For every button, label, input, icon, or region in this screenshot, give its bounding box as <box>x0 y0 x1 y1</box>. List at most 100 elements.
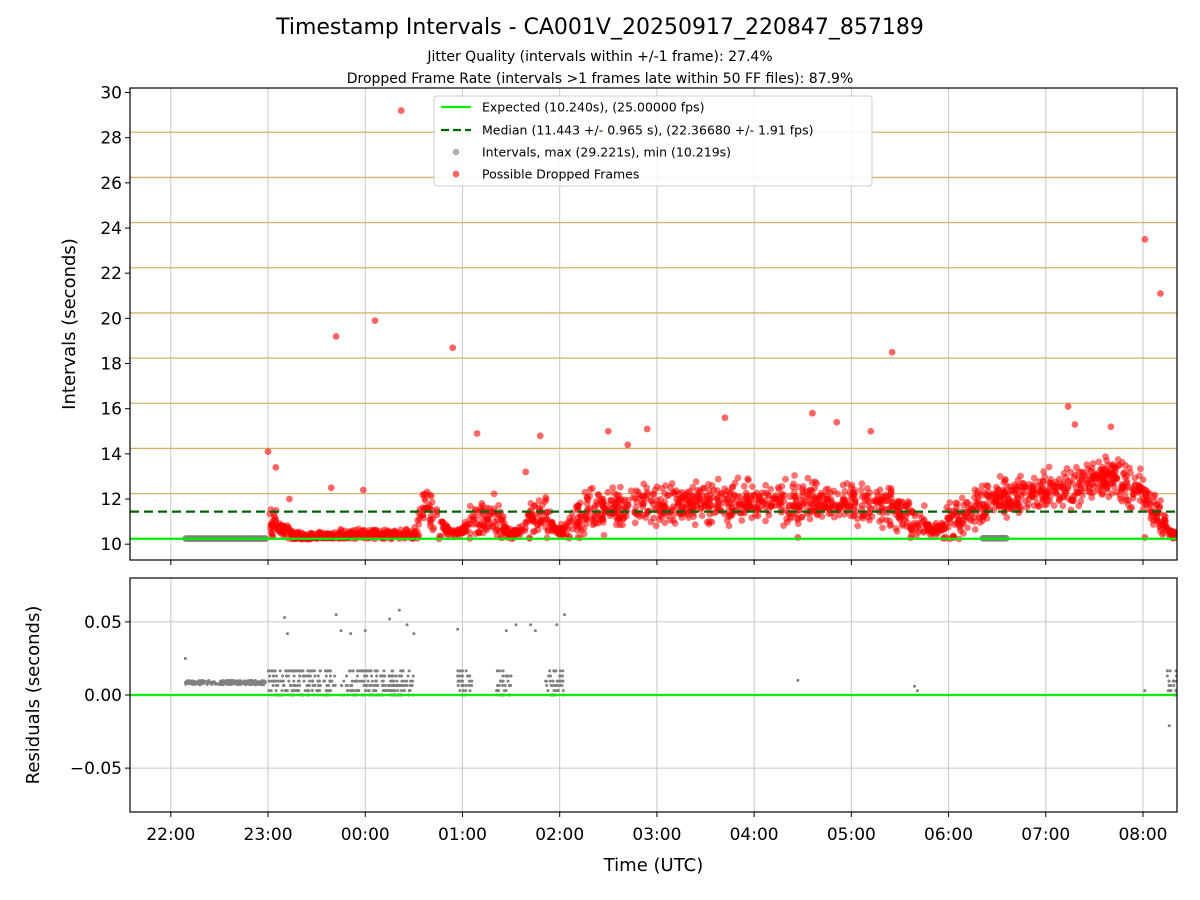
dropped-frame-point <box>466 502 474 510</box>
residual-point <box>318 683 322 687</box>
residual-point <box>201 679 205 683</box>
dropped-frame-point <box>1190 532 1197 539</box>
residual-point <box>555 679 559 683</box>
legend-entry-1: Expected (10.240s), (25.00000 fps) <box>482 100 704 115</box>
dropped-frame-point <box>583 500 591 508</box>
dropped-frame-point <box>1184 533 1191 540</box>
dropped-frame-point <box>670 511 678 519</box>
residual-point <box>355 679 359 683</box>
residual-point <box>232 680 236 684</box>
dropped-frame-point <box>996 473 1004 480</box>
residual-point <box>1169 683 1173 687</box>
residual-point <box>391 669 395 673</box>
legend-entry-4: Possible Dropped Frames <box>482 167 639 182</box>
residual-point <box>461 683 465 687</box>
dropped-frame-point <box>767 485 775 493</box>
dropped-frame-point <box>1009 487 1017 495</box>
residual-point <box>195 682 199 686</box>
residual-point <box>324 689 328 693</box>
dropped-frame-point <box>538 516 546 524</box>
dropped-frame-point <box>1076 479 1083 487</box>
dropped-frame-point <box>1179 528 1186 535</box>
legend-entry-2: Median (11.443 +/- 0.965 s), (22.36680 +… <box>482 123 813 138</box>
dropped-frame-point <box>522 519 530 527</box>
dropped-frame-point <box>918 514 926 522</box>
dropped-frame-point <box>888 348 896 356</box>
dropped-frame-point <box>957 527 964 535</box>
dropped-frame-point <box>734 474 742 482</box>
residual-point <box>362 679 366 683</box>
dropped-frame-point <box>506 529 514 536</box>
residual-point <box>323 669 327 673</box>
dropped-frame-point <box>748 483 756 491</box>
residual-point <box>382 669 386 673</box>
dropped-frame-point <box>1119 484 1126 492</box>
residual-point <box>285 632 289 636</box>
residual-point <box>369 669 373 673</box>
residual-point <box>295 689 299 693</box>
residual-point <box>400 679 404 683</box>
dropped-frame-point <box>1191 533 1198 540</box>
residual-point <box>240 680 244 684</box>
dropped-frame-point <box>1181 529 1188 536</box>
dropped-frame-point <box>1193 536 1200 543</box>
dropped-frame-point <box>503 524 510 532</box>
dropped-frame-point <box>836 502 844 510</box>
residual-point <box>345 674 349 678</box>
residual-point <box>1167 679 1171 683</box>
residual-point <box>318 669 322 673</box>
residual-point <box>267 679 271 683</box>
residual-point <box>339 629 343 633</box>
dropped-frame-point <box>1062 488 1070 496</box>
dropped-frame-point <box>632 487 640 495</box>
residual-point <box>514 623 518 627</box>
dropped-frame-point <box>618 497 626 505</box>
dropped-frame-point <box>953 500 961 507</box>
dropped-frame-point <box>1034 499 1041 507</box>
top-y-axis-label: Intervals (seconds) <box>59 238 80 410</box>
dropped-frame-point <box>879 524 886 532</box>
dropped-frame-point <box>1184 531 1191 538</box>
dropped-frame-point <box>698 512 706 520</box>
residual-point <box>468 674 472 678</box>
residual-point <box>229 683 233 687</box>
residual-point <box>349 689 353 693</box>
dropped-frame-point <box>678 497 686 505</box>
dropped-frame-point <box>887 521 895 528</box>
residual-point <box>467 683 471 687</box>
dropped-frame-point <box>922 520 930 528</box>
residual-point <box>374 669 378 673</box>
dropped-frame-point <box>280 527 287 535</box>
dropped-frame-point <box>833 418 841 426</box>
residual-point <box>470 679 474 683</box>
residual-point <box>509 674 513 678</box>
dropped-frame-point <box>1141 235 1149 243</box>
dropped-frame-point <box>1183 531 1190 538</box>
dropped-frame-point <box>609 484 617 492</box>
residual-point <box>281 674 285 678</box>
dropped-frame-point <box>931 522 939 530</box>
dropped-frame-point <box>1114 456 1122 463</box>
residual-point <box>393 689 397 693</box>
dropped-frame-point <box>1178 531 1185 538</box>
dropped-frame-point <box>703 492 711 500</box>
residual-point <box>502 689 506 693</box>
residual-point <box>350 683 354 687</box>
residual-point <box>402 679 406 683</box>
residual-point <box>384 689 388 693</box>
residual-point <box>548 679 552 683</box>
residual-point <box>352 689 356 693</box>
dropped-frame-point <box>459 529 467 537</box>
dropped-frame-point <box>1181 532 1188 539</box>
dropped-frame-point <box>1112 468 1120 476</box>
dropped-frame-point <box>979 500 987 508</box>
residual-point <box>533 629 537 633</box>
dropped-frame-point <box>1130 491 1137 499</box>
dropped-frame-point <box>858 480 866 488</box>
dropped-frame-point <box>904 502 912 509</box>
residual-point <box>504 674 508 678</box>
dropped-frame-point <box>1036 488 1043 496</box>
dropped-frame-point <box>1179 534 1186 541</box>
dropped-frame-point <box>1160 512 1168 519</box>
dropped-frame-point <box>1180 531 1187 538</box>
